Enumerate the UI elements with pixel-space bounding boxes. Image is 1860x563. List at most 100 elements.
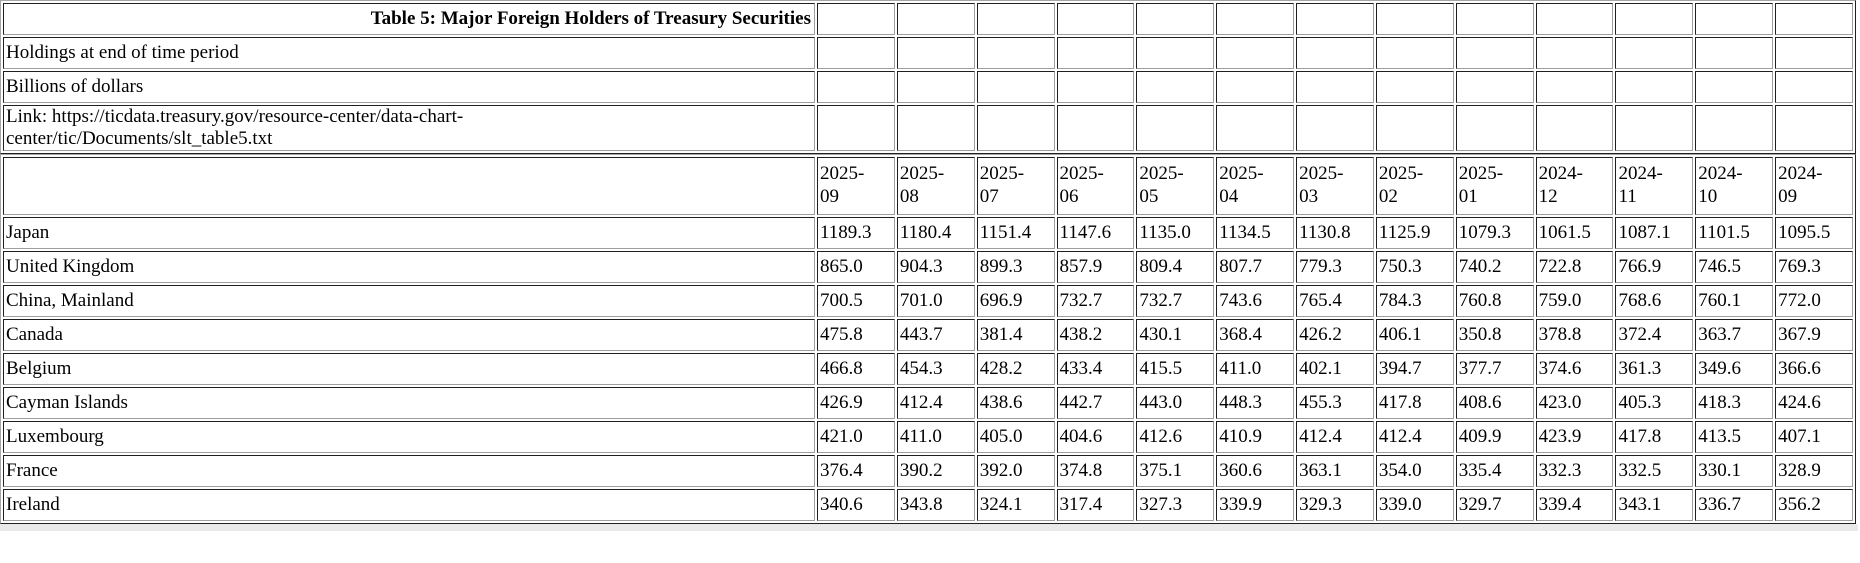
empty-cell xyxy=(1375,71,1454,103)
value-cell: 700.5 xyxy=(817,285,895,317)
value-cell: 746.5 xyxy=(1695,251,1774,283)
value-cell: 443.7 xyxy=(896,319,975,351)
empty-cell xyxy=(976,37,1055,69)
empty-cell xyxy=(1535,3,1614,35)
period-note: Holdings at end of time period xyxy=(3,37,815,69)
value-cell: 769.3 xyxy=(1775,251,1853,283)
value-cell: 701.0 xyxy=(896,285,975,317)
value-cell: 374.8 xyxy=(1056,455,1135,487)
value-cell: 361.3 xyxy=(1615,353,1694,385)
data-table: 2025- 09 2025- 08 2025- 07 2025- 06 2025- 05 2025-… xyxy=(0,154,1856,524)
value-cell: 455.3 xyxy=(1296,387,1374,419)
table-row: Ireland 340.6 343.8 324.1 317.4 327.3 339.9 329… xyxy=(3,489,1853,521)
value-cell: 766.9 xyxy=(1615,251,1694,283)
value-cell: 1101.5 xyxy=(1695,217,1774,249)
empty-cell xyxy=(976,105,1055,151)
column-header-cell: 2025- 03 xyxy=(1296,157,1374,215)
value-cell: 356.2 xyxy=(1775,489,1853,521)
value-cell: 809.4 xyxy=(1136,251,1215,283)
empty-cell xyxy=(1216,71,1295,103)
value-cell: 1135.0 xyxy=(1136,217,1215,249)
value-cell: 423.9 xyxy=(1535,421,1614,453)
value-cell: 404.6 xyxy=(1056,421,1135,453)
value-cell: 405.3 xyxy=(1615,387,1694,419)
value-cell: 1087.1 xyxy=(1615,217,1694,249)
source-link-text: Link: https://ticdata.treasury.gov/resou… xyxy=(6,106,464,149)
value-cell: 412.4 xyxy=(896,387,975,419)
value-cell: 430.1 xyxy=(1136,319,1215,351)
empty-cell xyxy=(896,71,975,103)
column-header-cell: 2024- 12 xyxy=(1535,157,1614,215)
value-cell: 340.6 xyxy=(817,489,895,521)
value-cell: 415.5 xyxy=(1136,353,1215,385)
empty-cell xyxy=(1535,37,1614,69)
value-cell: 335.4 xyxy=(1455,455,1534,487)
value-cell: 759.0 xyxy=(1535,285,1614,317)
value-cell: 412.4 xyxy=(1375,421,1454,453)
source-link-row: Link: https://ticdata.treasury.gov/resou… xyxy=(3,105,1853,151)
value-cell: 423.0 xyxy=(1535,387,1614,419)
bottom-strip xyxy=(0,524,1858,531)
table-row: Cayman Islands 426.9 412.4 438.6 442.7 443.0 4… xyxy=(3,387,1853,419)
value-cell: 366.6 xyxy=(1775,353,1853,385)
empty-cell xyxy=(1695,37,1774,69)
table-row: Belgium 466.8 454.3 428.2 433.4 415.5 411.0 402… xyxy=(3,353,1853,385)
table-row: Canada 475.8 443.7 381.4 438.2 430.1 368.4 426.… xyxy=(3,319,1853,351)
value-cell: 339.9 xyxy=(1216,489,1295,521)
value-cell: 732.7 xyxy=(1136,285,1215,317)
value-cell: 740.2 xyxy=(1455,251,1534,283)
value-cell: 349.6 xyxy=(1695,353,1774,385)
empty-cell xyxy=(1136,71,1215,103)
empty-cell xyxy=(1775,3,1853,35)
country-cell: Cayman Islands xyxy=(3,387,815,419)
empty-cell xyxy=(817,71,895,103)
value-cell: 1061.5 xyxy=(1535,217,1614,249)
value-cell: 412.4 xyxy=(1296,421,1374,453)
country-cell: Belgium xyxy=(3,353,815,385)
empty-cell xyxy=(1455,37,1534,69)
value-cell: 394.7 xyxy=(1375,353,1454,385)
header-corner-cell xyxy=(3,157,815,215)
value-cell: 1134.5 xyxy=(1216,217,1295,249)
value-cell: 343.8 xyxy=(896,489,975,521)
empty-cell xyxy=(896,3,975,35)
value-cell: 372.4 xyxy=(1615,319,1694,351)
value-cell: 350.8 xyxy=(1455,319,1534,351)
empty-cell xyxy=(976,71,1055,103)
period-note-row: Holdings at end of time period xyxy=(3,37,1853,69)
column-header-cell: 2024- 09 xyxy=(1775,157,1853,215)
empty-cell xyxy=(1455,3,1534,35)
column-header-cell: 2025- 05 xyxy=(1136,157,1215,215)
empty-cell xyxy=(976,3,1055,35)
unit-note-row: Billions of dollars xyxy=(3,71,1853,103)
empty-cell xyxy=(1296,3,1374,35)
value-cell: 772.0 xyxy=(1775,285,1853,317)
value-cell: 442.7 xyxy=(1056,387,1135,419)
table-row: Luxembourg 421.0 411.0 405.0 404.6 412.6 410.9… xyxy=(3,421,1853,453)
empty-cell xyxy=(1375,3,1454,35)
value-cell: 448.3 xyxy=(1216,387,1295,419)
value-cell: 904.3 xyxy=(896,251,975,283)
meta-table: Table 5: Major Foreign Holders of Treasu… xyxy=(0,0,1856,154)
empty-cell xyxy=(1615,37,1694,69)
empty-cell xyxy=(896,37,975,69)
value-cell: 428.2 xyxy=(976,353,1055,385)
value-cell: 779.3 xyxy=(1296,251,1374,283)
value-cell: 426.2 xyxy=(1296,319,1374,351)
treasury-holdings-page: Table 5: Major Foreign Holders of Treasu… xyxy=(0,0,1858,531)
empty-cell xyxy=(1296,71,1374,103)
value-cell: 329.3 xyxy=(1296,489,1374,521)
value-cell: 865.0 xyxy=(817,251,895,283)
empty-cell xyxy=(1056,3,1135,35)
empty-cell xyxy=(1296,37,1374,69)
country-cell: China, Mainland xyxy=(3,285,815,317)
empty-cell xyxy=(1695,71,1774,103)
empty-cell xyxy=(1615,105,1694,151)
value-cell: 1147.6 xyxy=(1056,217,1135,249)
value-cell: 378.8 xyxy=(1535,319,1614,351)
value-cell: 807.7 xyxy=(1216,251,1295,283)
column-header-cell: 2025- 09 xyxy=(817,157,895,215)
table-row: Japan 1189.3 1180.4 1151.4 1147.6 1135.0 1134.… xyxy=(3,217,1853,249)
value-cell: 443.0 xyxy=(1136,387,1215,419)
value-cell: 392.0 xyxy=(976,455,1055,487)
